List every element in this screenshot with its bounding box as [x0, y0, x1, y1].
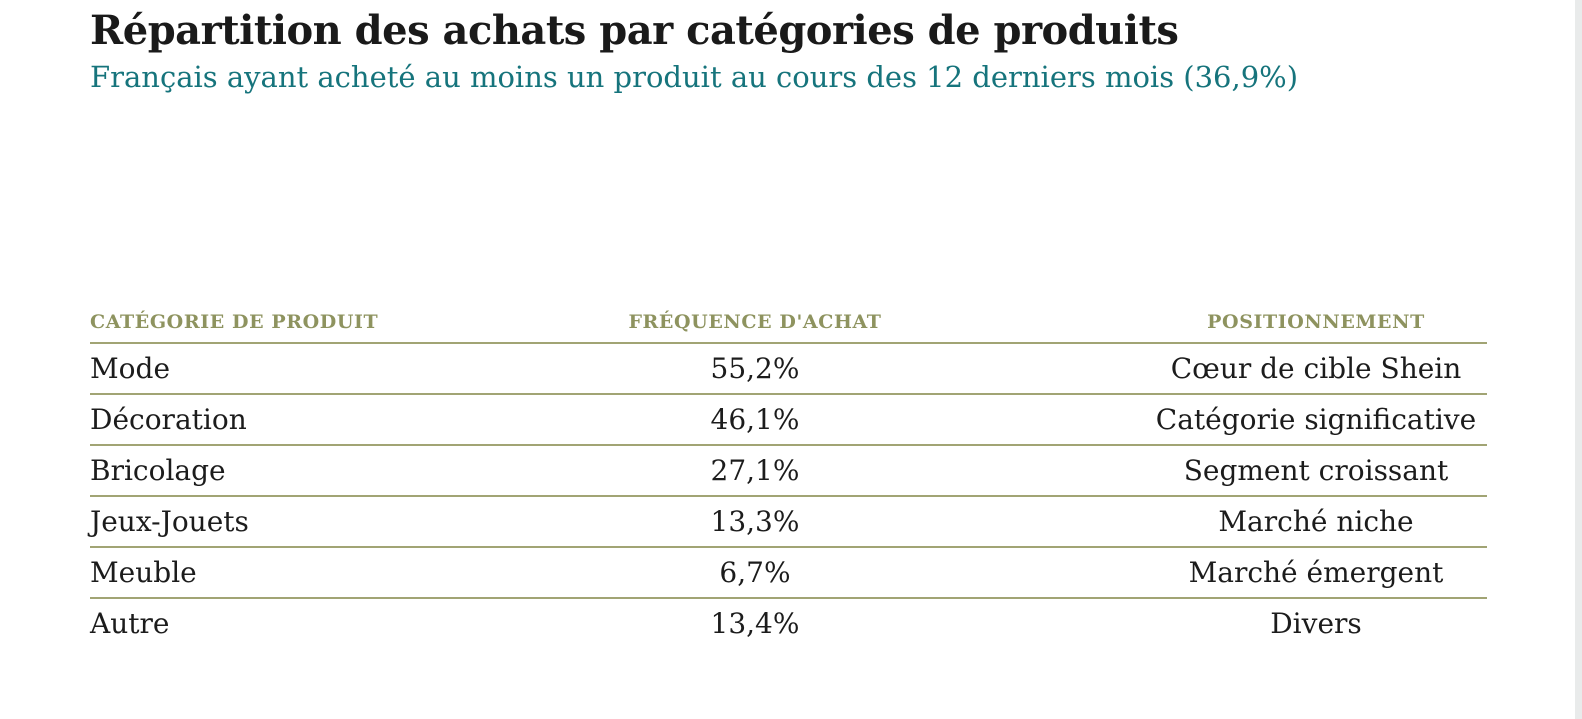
cell-positioning: Cœur de cible Shein: [1145, 343, 1487, 396]
cell-frequency: 27,1%: [365, 445, 1145, 498]
cell-frequency: 46,1%: [365, 394, 1145, 447]
cell-positioning: Segment croissant: [1145, 445, 1487, 498]
cell-frequency: 6,7%: [365, 547, 1145, 600]
purchases-table: CATÉGORIE DE PRODUIT FRÉQUENCE D'ACHAT P…: [90, 312, 1487, 648]
cell-category: Meuble: [90, 547, 365, 600]
table-header-row: CATÉGORIE DE PRODUIT FRÉQUENCE D'ACHAT P…: [90, 312, 1487, 345]
cell-category: Décoration: [90, 394, 365, 447]
cell-positioning: Marché émergent: [1145, 547, 1487, 600]
table-row: Autre 13,4% Divers: [90, 598, 1487, 648]
cell-frequency: 13,3%: [365, 496, 1145, 549]
column-header-category: CATÉGORIE DE PRODUIT: [90, 312, 378, 345]
table-row: Mode 55,2% Cœur de cible Shein: [90, 343, 1487, 396]
table-row: Jeux-Jouets 13,3% Marché niche: [90, 496, 1487, 549]
table-row: Bricolage 27,1% Segment croissant: [90, 445, 1487, 498]
table-row: Meuble 6,7% Marché émergent: [90, 547, 1487, 600]
page-title: Répartition des achats par catégories de…: [90, 7, 1179, 54]
cell-category: Bricolage: [90, 445, 365, 498]
cell-positioning: Catégorie significative: [1145, 394, 1487, 447]
scrollbar-track[interactable]: [1575, 0, 1582, 719]
cell-category: Mode: [90, 343, 365, 396]
page-subtitle: Français ayant acheté au moins un produi…: [90, 60, 1299, 94]
cell-frequency: 55,2%: [365, 343, 1145, 396]
table-row: Décoration 46,1% Catégorie significative: [90, 394, 1487, 447]
cell-positioning: Marché niche: [1145, 496, 1487, 549]
cell-frequency: 13,4%: [710, 607, 800, 641]
cell-category: Jeux-Jouets: [90, 496, 365, 549]
column-header-positioning: POSITIONNEMENT: [1145, 312, 1487, 345]
column-header-frequency: FRÉQUENCE D'ACHAT: [365, 312, 1145, 345]
cell-positioning: Divers: [1270, 607, 1362, 641]
cell-category: Autre: [90, 607, 170, 641]
